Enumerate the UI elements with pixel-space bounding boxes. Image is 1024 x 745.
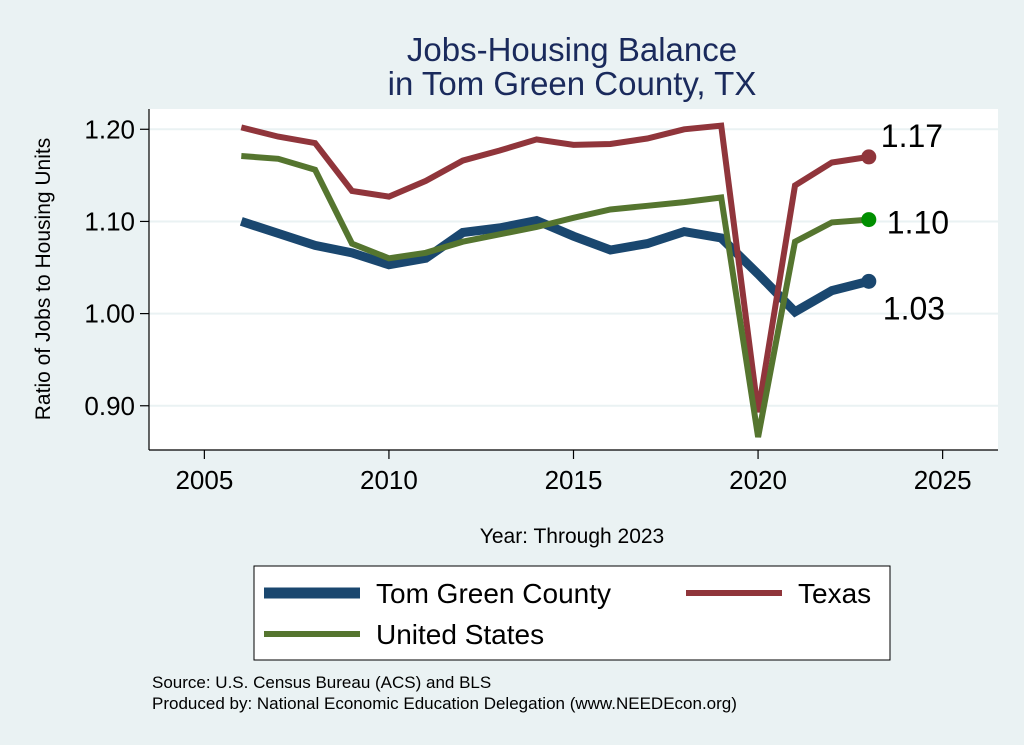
x-tick-label: 2015 [545, 465, 603, 495]
y-axis: 0.90 1.00 1.10 1.20 [84, 109, 150, 450]
producer-line: Produced by: National Economic Education… [152, 694, 737, 713]
x-tick-label: 2005 [175, 465, 233, 495]
x-tick-label: 2020 [729, 465, 787, 495]
y-axis-title: Ratio of Jobs to Housing Units [32, 138, 55, 420]
end-marker-texas [861, 149, 877, 165]
end-marker-tom-green-county [861, 273, 877, 289]
y-tick-label: 0.90 [84, 391, 135, 421]
x-axis-title: Year: Through 2023 [480, 525, 665, 548]
chart-title-line-2: in Tom Green County, TX [388, 65, 757, 102]
series-line-united-states [241, 153, 870, 438]
series-line-texas [240, 122, 870, 413]
chart-title-line-1: Jobs-Housing Balance [407, 31, 737, 68]
y-tick-label: 1.00 [84, 299, 135, 329]
y-tick-label: 1.20 [84, 114, 135, 144]
source-line: Source: U.S. Census Bureau (ACS) and BLS [152, 673, 491, 692]
x-axis: 2005 2010 2015 2020 2025 [149, 449, 998, 495]
legend-items: Tom Green County Texas United States [264, 578, 871, 650]
legend-label-tom-green-county: Tom Green County [376, 578, 611, 609]
series-line-tom-green-county [239, 215, 870, 318]
x-tick-label: 2010 [360, 465, 418, 495]
legend-label-united-states: United States [376, 619, 544, 650]
plot-area [149, 109, 998, 450]
end-markers: 1.03 1.17 1.10 [861, 118, 949, 326]
end-label-united-states: 1.10 [887, 205, 949, 241]
legend [253, 565, 891, 661]
y-tick-label: 1.10 [84, 206, 135, 236]
end-label-texas: 1.17 [881, 118, 943, 154]
x-tick-label: 2025 [914, 465, 972, 495]
end-label-tom-green-county: 1.03 [883, 290, 945, 326]
series-lines [239, 122, 870, 438]
end-marker-united-states [861, 212, 877, 228]
legend-label-texas: Texas [798, 578, 871, 609]
